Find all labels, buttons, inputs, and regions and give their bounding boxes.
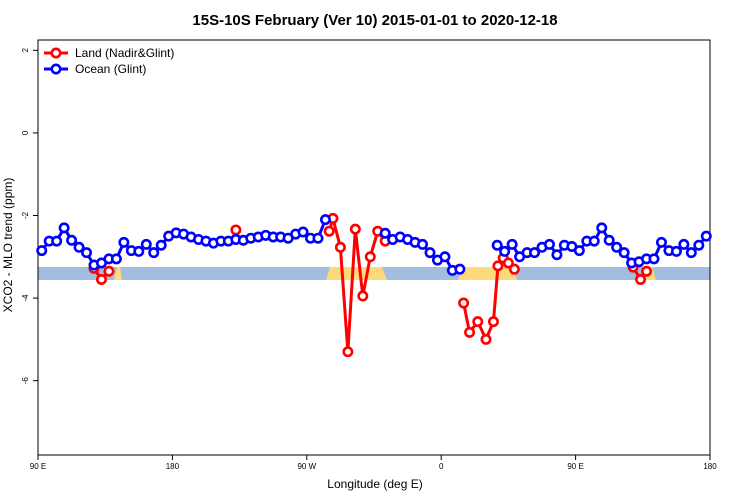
point: [487, 316, 499, 328]
point: [349, 223, 361, 235]
point: [454, 263, 466, 275]
point: [508, 263, 520, 275]
x-tick-label: 90 E: [567, 462, 583, 471]
point: [551, 249, 563, 261]
point: [458, 297, 470, 309]
y-axis-label: XCO2 - MLO trend (ppm): [1, 178, 15, 313]
y-tick-label: -6: [21, 377, 30, 385]
land-band: [114, 267, 122, 280]
point: [670, 245, 682, 257]
point: [297, 226, 309, 238]
point: [464, 326, 476, 338]
point: [230, 224, 242, 236]
point: [491, 239, 503, 251]
point: [648, 253, 660, 265]
point: [499, 245, 511, 257]
point: [334, 241, 346, 253]
x-tick-label: 180: [166, 462, 180, 471]
point: [641, 265, 653, 277]
point: [103, 265, 115, 277]
point: [95, 274, 107, 286]
point: [618, 247, 630, 259]
y-tick-label: -2: [21, 211, 30, 219]
point: [133, 245, 145, 257]
legend-label: Land (Nadir&Glint): [75, 46, 174, 60]
point: [693, 239, 705, 251]
point: [678, 238, 690, 250]
point: [492, 260, 504, 272]
point: [700, 230, 712, 242]
point: [472, 316, 484, 328]
land-band: [326, 267, 387, 280]
point: [51, 235, 63, 247]
point: [543, 238, 555, 250]
y-tick-label: -4: [21, 294, 30, 302]
legend-marker: [50, 47, 62, 59]
point: [655, 236, 667, 248]
point: [529, 247, 541, 259]
point: [155, 239, 167, 251]
point: [148, 247, 160, 259]
point: [66, 234, 78, 246]
point: [480, 333, 492, 345]
point: [596, 222, 608, 234]
y-tick-label: 0: [21, 130, 30, 135]
x-tick-label: 180: [703, 462, 717, 471]
point: [118, 236, 130, 248]
x-tick-label: 90 W: [297, 462, 316, 471]
point: [58, 222, 70, 234]
point: [36, 245, 48, 257]
point: [323, 225, 335, 237]
point: [573, 245, 585, 257]
point: [417, 238, 429, 250]
point: [312, 232, 324, 244]
point: [364, 251, 376, 263]
point: [439, 251, 451, 263]
x-tick-label: 0: [439, 462, 444, 471]
point: [603, 234, 615, 246]
point: [357, 290, 369, 302]
y-tick-label: 2: [21, 48, 30, 53]
point: [502, 257, 514, 269]
x-tick-label: 90 E: [30, 462, 46, 471]
x-axis-label: Longitude (deg E): [327, 477, 422, 491]
point: [73, 241, 85, 253]
point: [506, 238, 518, 250]
surface-band: [38, 267, 710, 280]
point: [319, 214, 331, 226]
point: [685, 247, 697, 259]
series-line: [92, 212, 648, 352]
land-band: [458, 267, 517, 280]
point: [81, 247, 93, 259]
legend-label: Ocean (Glint): [75, 62, 146, 76]
point: [140, 238, 152, 250]
legend-marker: [50, 63, 62, 75]
point: [379, 227, 391, 239]
chart-title: 15S-10S February (Ver 10) 2015-01-01 to …: [192, 12, 557, 29]
point: [342, 346, 354, 358]
point: [424, 247, 436, 259]
point: [635, 274, 647, 286]
point: [588, 235, 600, 247]
point: [110, 253, 122, 265]
point: [611, 241, 623, 253]
